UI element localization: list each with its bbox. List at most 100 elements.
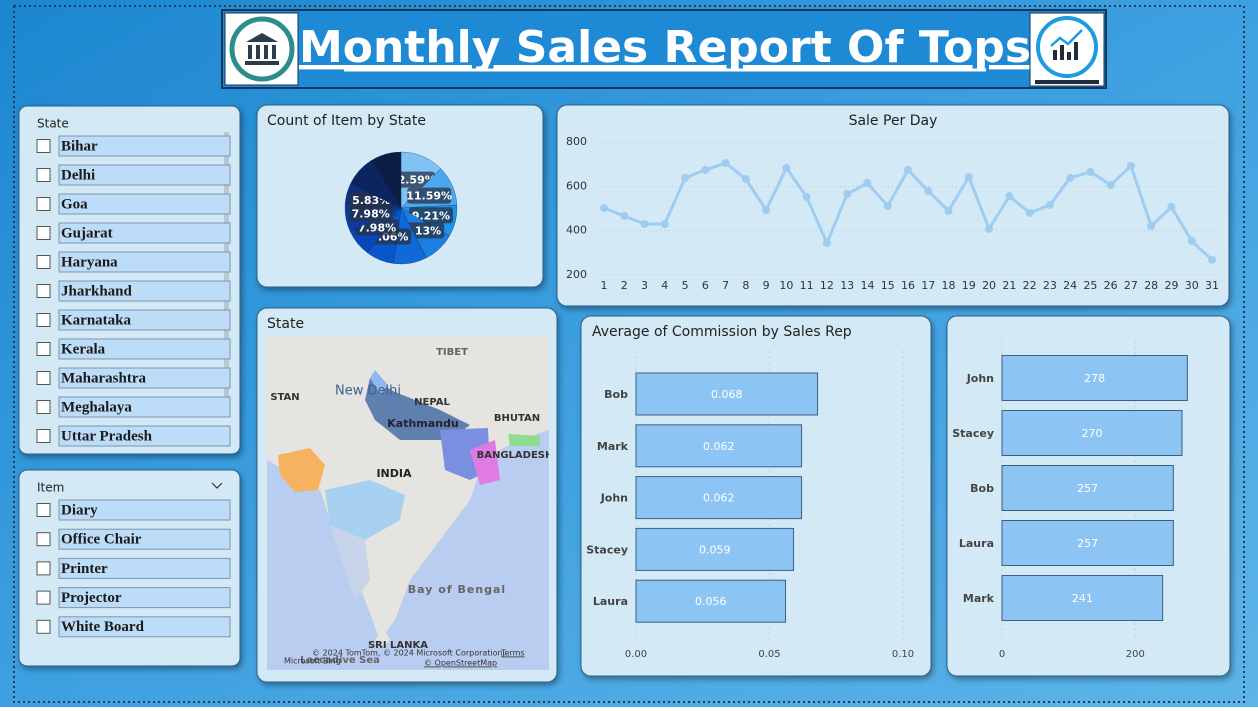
map-attribution: © 2024 TomTom, © 2024 Microsoft Corporat… bbox=[312, 649, 505, 658]
slicer-item[interactable]: Office Chair bbox=[61, 532, 142, 548]
x-tick-label: 26 bbox=[1104, 279, 1118, 292]
x-tick-label: 21 bbox=[1002, 279, 1016, 292]
y-tick-label: Laura bbox=[959, 537, 994, 550]
chart-title: Average of Commission by Sales Rep bbox=[592, 324, 852, 340]
x-tick-label: 27 bbox=[1124, 279, 1138, 292]
data-label: 270 bbox=[1082, 427, 1103, 440]
slicer-item-bg[interactable] bbox=[58, 135, 231, 157]
checkbox[interactable] bbox=[36, 284, 51, 298]
x-tick-label: 22 bbox=[1023, 279, 1037, 292]
slicer-item-bg[interactable] bbox=[58, 222, 231, 244]
data-label: 9.21% bbox=[412, 209, 450, 222]
slicer-item-bg[interactable] bbox=[58, 557, 231, 579]
state-karnataka bbox=[330, 525, 370, 600]
bar[interactable] bbox=[1001, 410, 1183, 456]
state-meghalaya bbox=[508, 434, 540, 446]
x-tick-label: 28 bbox=[1144, 279, 1158, 292]
dropdown-chevron[interactable] bbox=[211, 482, 223, 489]
line-point bbox=[1208, 255, 1216, 264]
slicer-item-bg[interactable] bbox=[58, 193, 231, 215]
slicer-item-bg[interactable] bbox=[58, 338, 231, 360]
checkbox[interactable] bbox=[36, 532, 51, 547]
line-point bbox=[1086, 167, 1095, 176]
slicer-item[interactable]: White Board bbox=[61, 619, 145, 635]
slicer-item[interactable]: Kerala bbox=[61, 341, 106, 357]
checkbox[interactable] bbox=[36, 400, 51, 414]
map-label: SRI LANKA bbox=[368, 640, 428, 651]
data-label: 11.59% bbox=[406, 190, 452, 203]
checkbox[interactable] bbox=[36, 371, 51, 385]
line-point bbox=[1126, 161, 1135, 170]
slicer-item[interactable]: Delhi bbox=[61, 167, 95, 183]
slicer-item[interactable]: Diary bbox=[61, 502, 98, 518]
bar[interactable] bbox=[1001, 520, 1174, 566]
slicer-item[interactable]: Goa bbox=[61, 196, 88, 212]
bar[interactable] bbox=[1001, 355, 1188, 401]
checkbox[interactable] bbox=[36, 503, 51, 517]
bar[interactable] bbox=[1001, 465, 1174, 511]
x-tick-label: 0.05 bbox=[758, 649, 780, 660]
slicer-item-bg[interactable] bbox=[58, 499, 231, 521]
slicer-item[interactable]: Gujarat bbox=[61, 225, 113, 241]
y-tick-label: Bob bbox=[604, 388, 628, 401]
slicer-item[interactable]: Meghalaya bbox=[61, 399, 132, 415]
chart-glyph bbox=[1053, 42, 1078, 60]
checkbox[interactable] bbox=[36, 255, 51, 269]
line-panel bbox=[556, 104, 1230, 307]
bar[interactable] bbox=[635, 424, 803, 468]
slicer-item[interactable]: Uttar Pradesh bbox=[61, 428, 153, 444]
slicer-item[interactable]: Maharashtra bbox=[61, 370, 146, 386]
x-tick-label: 15 bbox=[881, 279, 895, 292]
slicer-item-bg[interactable] bbox=[58, 396, 231, 418]
bank-icon-box bbox=[224, 12, 299, 86]
checkbox[interactable] bbox=[36, 429, 51, 443]
bank-glyph bbox=[245, 33, 279, 65]
bar[interactable] bbox=[635, 372, 819, 416]
data-label: 0.056 bbox=[695, 595, 727, 608]
map-attribution[interactable]: Terms bbox=[500, 649, 525, 658]
slicer-item-bg[interactable] bbox=[58, 309, 231, 331]
slicer-item-bg[interactable] bbox=[58, 528, 231, 550]
slicer-item-bg[interactable] bbox=[58, 425, 231, 447]
data-label: 241 bbox=[1072, 592, 1093, 605]
line-point bbox=[944, 206, 953, 215]
line-point bbox=[1005, 192, 1014, 201]
bar[interactable] bbox=[1001, 575, 1164, 621]
checkbox[interactable] bbox=[36, 168, 51, 182]
slicer-item-bg[interactable] bbox=[58, 251, 231, 273]
bar[interactable] bbox=[635, 579, 787, 623]
slicer-item[interactable]: Printer bbox=[61, 561, 108, 577]
checkbox[interactable] bbox=[36, 139, 51, 153]
state-slicer[interactable] bbox=[18, 105, 241, 455]
checkbox[interactable] bbox=[36, 342, 51, 356]
slicer-item-bg[interactable] bbox=[58, 616, 231, 638]
bank-icon bbox=[229, 16, 295, 82]
bar[interactable] bbox=[635, 527, 795, 571]
x-tick-label: 0.10 bbox=[892, 649, 914, 660]
checkbox[interactable] bbox=[36, 226, 51, 240]
checkbox[interactable] bbox=[36, 619, 51, 634]
slicer-item[interactable]: Bihar bbox=[61, 138, 98, 154]
state-maharashtra bbox=[325, 480, 405, 540]
slicer-item[interactable]: Haryana bbox=[61, 254, 118, 270]
checkbox[interactable] bbox=[36, 197, 51, 211]
line-point bbox=[640, 220, 649, 229]
slicer-item-bg[interactable] bbox=[58, 280, 231, 302]
checkbox[interactable] bbox=[36, 590, 51, 605]
line-point bbox=[600, 204, 608, 213]
slicer-item[interactable]: Projector bbox=[61, 590, 122, 606]
data-label: 0.062 bbox=[703, 440, 735, 453]
x-tick-label: 20 bbox=[982, 279, 996, 292]
slicer-item-bg[interactable] bbox=[58, 164, 231, 186]
state-gujarat bbox=[278, 448, 325, 492]
slicer-item[interactable]: Karnataka bbox=[61, 312, 132, 328]
checkbox[interactable] bbox=[36, 561, 51, 576]
bar[interactable] bbox=[635, 476, 803, 520]
slicer-item[interactable]: Jharkhand bbox=[61, 283, 133, 299]
slicer-item-bg[interactable] bbox=[58, 367, 231, 389]
line-point bbox=[660, 220, 669, 229]
checkbox[interactable] bbox=[36, 313, 51, 327]
slicer-item-bg[interactable] bbox=[58, 587, 231, 609]
line-point bbox=[1167, 202, 1176, 211]
map-label: Kathmandu bbox=[387, 417, 458, 430]
